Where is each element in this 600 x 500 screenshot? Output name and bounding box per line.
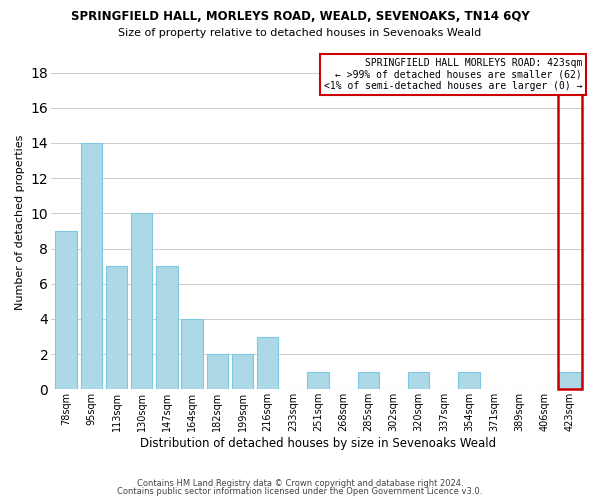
Bar: [307, 372, 329, 390]
Bar: [106, 266, 127, 390]
Text: Contains public sector information licensed under the Open Government Licence v3: Contains public sector information licen…: [118, 487, 482, 496]
Bar: [458, 372, 480, 390]
Bar: [408, 372, 430, 390]
Text: SPRINGFIELD HALL, MORLEYS ROAD, WEALD, SEVENOAKS, TN14 6QY: SPRINGFIELD HALL, MORLEYS ROAD, WEALD, S…: [71, 10, 529, 23]
X-axis label: Distribution of detached houses by size in Sevenoaks Weald: Distribution of detached houses by size …: [140, 437, 496, 450]
Bar: [257, 336, 278, 390]
Text: SPRINGFIELD HALL MORLEYS ROAD: 423sqm
← >99% of detached houses are smaller (62): SPRINGFIELD HALL MORLEYS ROAD: 423sqm ← …: [324, 58, 582, 91]
Bar: [80, 143, 102, 390]
Bar: [559, 372, 581, 390]
Text: Contains HM Land Registry data © Crown copyright and database right 2024.: Contains HM Land Registry data © Crown c…: [137, 478, 463, 488]
Bar: [232, 354, 253, 390]
Bar: [206, 354, 228, 390]
Text: Size of property relative to detached houses in Sevenoaks Weald: Size of property relative to detached ho…: [118, 28, 482, 38]
Bar: [55, 231, 77, 390]
Bar: [181, 319, 203, 390]
Bar: [358, 372, 379, 390]
Y-axis label: Number of detached properties: Number of detached properties: [15, 134, 25, 310]
Bar: [156, 266, 178, 390]
Bar: [131, 214, 152, 390]
Bar: [558, 55, 582, 390]
